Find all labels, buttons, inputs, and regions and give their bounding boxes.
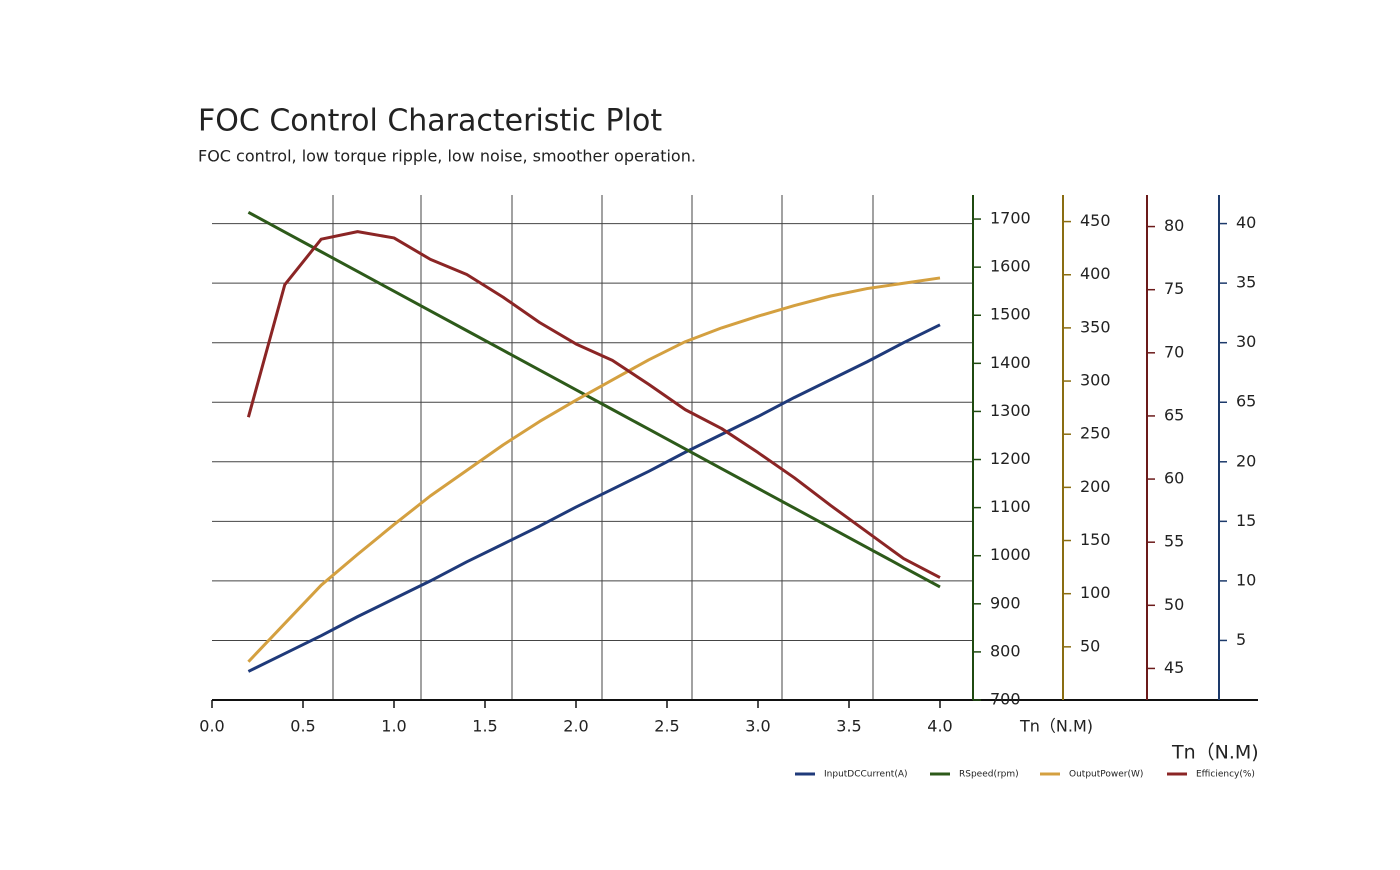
x-tick-label: 0.5 <box>290 717 315 736</box>
y-tick-label: 1500 <box>990 305 1031 324</box>
y-tick-label: 20 <box>1236 451 1256 470</box>
y-tick-label: 1300 <box>990 401 1031 420</box>
y-tick-label: 1700 <box>990 209 1031 228</box>
y-tick-label: 1100 <box>990 497 1031 516</box>
series-line <box>246 230 941 579</box>
y-tick-label: 50 <box>1164 595 1184 614</box>
y-tick-label: 450 <box>1080 211 1111 230</box>
y-tick-label: 60 <box>1164 469 1184 488</box>
chart-title: FOC Control Characteristic Plot <box>198 104 662 139</box>
legend-label: OutputPower(W) <box>1069 770 1143 780</box>
y-tick-label: 400 <box>1080 264 1111 283</box>
y-tick-label: 65 <box>1236 392 1256 411</box>
legend-label: RSpeed(rpm) <box>959 770 1019 780</box>
x-tick-label: 2.0 <box>563 717 588 736</box>
y-tick-label: 40 <box>1236 213 1256 232</box>
y-tick-label: 150 <box>1080 530 1111 549</box>
y-tick-label: 35 <box>1236 273 1256 292</box>
x-tick-label: 4.0 <box>927 717 952 736</box>
y-tick-label: 250 <box>1080 424 1111 443</box>
y-tick-label: 45 <box>1164 658 1184 677</box>
x-tick-label: 3.5 <box>836 717 861 736</box>
x-tick-label: 2.5 <box>654 717 679 736</box>
y-tick-label: 1000 <box>990 545 1031 564</box>
y-tick-label: 300 <box>1080 371 1111 390</box>
series-line <box>247 210 941 589</box>
chart-subtitle: FOC control, low torque ripple, low nois… <box>198 147 696 166</box>
y-tick-label: 100 <box>1080 583 1111 602</box>
y-tick-label: 55 <box>1164 532 1184 551</box>
y-tick-label: 50 <box>1080 636 1100 655</box>
series-line <box>247 276 941 663</box>
y-tick-label: 10 <box>1236 570 1256 589</box>
y-tick-label: 200 <box>1080 477 1111 496</box>
y-tick-label: 15 <box>1236 511 1256 530</box>
legend-label: Efficiency(%) <box>1196 770 1255 780</box>
y-tick-label: 900 <box>990 593 1021 612</box>
vertical-grid <box>332 195 874 700</box>
series-line <box>247 323 941 673</box>
y-tick-label: 80 <box>1164 216 1184 235</box>
y-tick-label: 700 <box>990 690 1021 709</box>
x-axis-label: Tn（N.M) <box>1019 717 1093 736</box>
y-tick-label: 30 <box>1236 332 1256 351</box>
y-tick-label: 1200 <box>990 449 1031 468</box>
y-tick-label: 350 <box>1080 317 1111 336</box>
legend-label: InputDCCurrent(A) <box>824 770 908 780</box>
x-tick-label: 1.5 <box>472 717 497 736</box>
y-tick-label: 5 <box>1236 630 1246 649</box>
y-tick-label: 1400 <box>990 353 1031 372</box>
y-tick-label: 70 <box>1164 342 1184 361</box>
y-tick-label: 65 <box>1164 405 1184 424</box>
x-axis-label: Tn（N.M) <box>1171 742 1259 764</box>
x-tick-label: 1.0 <box>381 717 406 736</box>
x-tick-label: 0.0 <box>199 717 224 736</box>
y-tick-label: 1600 <box>990 257 1031 276</box>
y-tick-label: 800 <box>990 641 1021 660</box>
x-tick-label: 3.0 <box>745 717 770 736</box>
y-tick-label: 75 <box>1164 279 1184 298</box>
